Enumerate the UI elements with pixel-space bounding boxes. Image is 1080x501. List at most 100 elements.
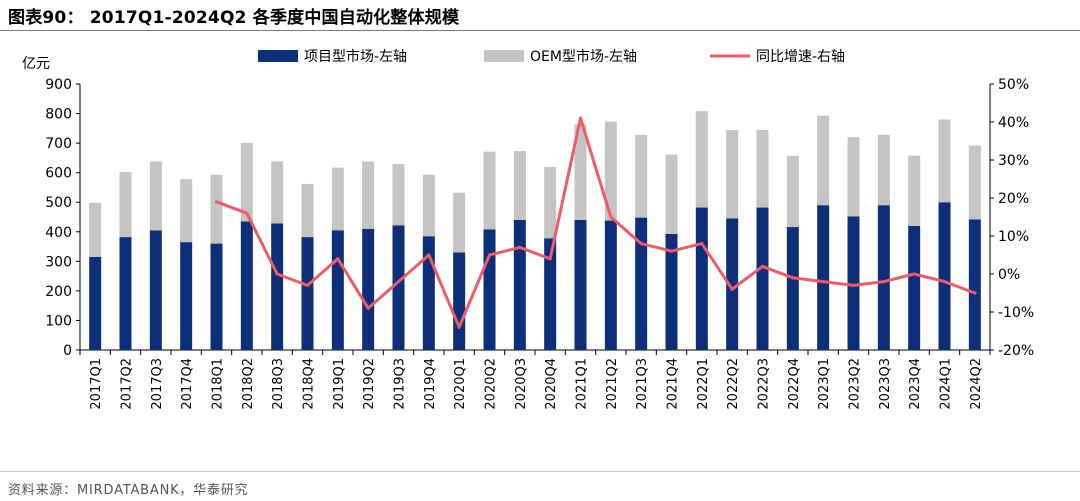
- x-tick-label: 2024Q1: [939, 358, 954, 410]
- y-axis-unit-label: 亿元: [22, 56, 50, 72]
- yoy-growth-point: [669, 249, 674, 253]
- bar-project-market: [695, 207, 708, 350]
- y-tick-label: 0: [63, 343, 72, 359]
- bar-project-market: [604, 220, 617, 350]
- x-tick-label: 2021Q2: [605, 358, 620, 410]
- bar-project-market: [392, 225, 405, 350]
- bar-project-market: [938, 202, 951, 350]
- bar-project-market: [89, 256, 102, 350]
- bar-project-market: [665, 233, 678, 350]
- bar-project-market: [271, 223, 284, 350]
- x-tick-label: 2022Q4: [787, 358, 802, 410]
- yoy-growth-point: [730, 287, 734, 291]
- x-tick-label: 2019Q1: [332, 358, 347, 410]
- y-axis-ticks: 0 100 200 300 400 500 600 700 800 900: [45, 77, 80, 359]
- bar-project-market: [422, 236, 435, 350]
- x-tick-label: 2017Q1: [89, 358, 104, 410]
- bar-oem-market: [149, 161, 162, 231]
- legend-swatch-project: [258, 50, 298, 62]
- x-tick-label: 2017Q4: [180, 358, 195, 410]
- bar-oem-market: [756, 129, 769, 208]
- x-tick-label: 2020Q2: [484, 358, 499, 410]
- bar-oem-market: [695, 111, 708, 208]
- x-tick-label: 2023Q2: [848, 358, 863, 410]
- y2-tick-label: 50%: [998, 77, 1029, 93]
- yoy-growth-point: [851, 283, 856, 287]
- yoy-growth-point: [548, 257, 552, 261]
- bar-project-market: [726, 218, 739, 350]
- bar-project-market: [908, 225, 921, 350]
- source-divider: [0, 471, 1080, 472]
- x-tick-label: 2022Q1: [696, 358, 711, 410]
- yoy-growth-point: [942, 280, 947, 284]
- bar-project-market: [574, 219, 587, 350]
- bar-oem-market: [665, 154, 678, 234]
- x-tick-label: 2022Q3: [757, 358, 772, 410]
- bar-oem-market: [89, 202, 102, 257]
- bar-oem-market: [422, 174, 435, 237]
- yoy-growth-point: [578, 116, 583, 120]
- x-tick-label: 2019Q4: [423, 358, 438, 410]
- yoy-growth-point: [457, 325, 461, 329]
- bar-oem-market: [968, 145, 981, 220]
- x-tick-label: 2018Q3: [271, 358, 286, 410]
- y2-tick-label: 0%: [998, 267, 1020, 283]
- yoy-growth-point: [700, 242, 704, 246]
- x-tick-label: 2023Q1: [817, 358, 832, 410]
- bar-project-market: [240, 221, 253, 350]
- title-divider: [0, 30, 1080, 31]
- yoy-growth-point: [912, 272, 916, 276]
- legend-label: 项目型市场-左轴: [304, 48, 407, 65]
- y-tick-label: 600: [45, 166, 72, 182]
- x-tick-label: 2020Q4: [544, 358, 559, 410]
- y2-axis-ticks: -20% -10% 0% 10% 20% 30% 40% 50%: [990, 77, 1034, 359]
- bar-project-market: [756, 207, 769, 350]
- bar-oem-market: [604, 121, 617, 221]
- bar-oem-market: [362, 161, 375, 229]
- x-tick-label: 2020Q3: [514, 358, 529, 410]
- bar-oem-market: [847, 137, 860, 217]
- x-tick-label: 2021Q3: [635, 358, 650, 410]
- x-tick-label: 2018Q2: [241, 358, 256, 410]
- bar-project-market: [331, 230, 344, 350]
- bar-oem-market: [877, 134, 890, 206]
- bar-oem-market: [726, 130, 739, 219]
- bar-oem-market: [180, 179, 193, 243]
- bar-project-market: [180, 242, 193, 350]
- y2-tick-label: 30%: [998, 153, 1029, 169]
- bar-project-market: [483, 229, 496, 350]
- y-tick-label: 900: [45, 77, 72, 93]
- bar-project-market: [786, 227, 799, 350]
- bar-oem-market: [908, 155, 921, 226]
- bar-project-market: [362, 228, 375, 350]
- bar-oem-market: [119, 172, 132, 238]
- bar-oem-market: [331, 167, 344, 231]
- line-series: [214, 116, 977, 329]
- yoy-growth-point: [275, 272, 279, 276]
- bar-project-market: [301, 237, 314, 350]
- x-tick-label: 2018Q1: [211, 358, 226, 410]
- bar-oem-market: [301, 183, 314, 238]
- yoy-growth-point: [214, 200, 219, 204]
- x-tick-label: 2017Q3: [150, 358, 165, 410]
- legend-label: 同比增速-右轴: [756, 49, 845, 65]
- y-tick-label: 100: [45, 313, 72, 329]
- chart-svg: 亿元 项目型市场-左轴 OEM型市场-左轴 同比增速-右轴 2017Q1 2017Q2…: [22, 48, 1034, 410]
- bar-project-market: [968, 219, 981, 350]
- x-tick-label: 2023Q4: [908, 358, 923, 410]
- y2-tick-label: -20%: [998, 343, 1034, 359]
- bar-project-market: [544, 238, 557, 350]
- yoy-growth-point: [882, 280, 886, 284]
- yoy-growth-line: [215, 116, 977, 329]
- bar-oem-market: [271, 161, 284, 224]
- x-tick-label: 2019Q2: [362, 358, 377, 410]
- legend: 项目型市场-左轴 OEM型市场-左轴 同比增速-右轴: [258, 48, 845, 65]
- yoy-growth-point: [791, 276, 795, 280]
- y-tick-label: 400: [45, 225, 72, 241]
- y2-tick-label: 40%: [998, 115, 1029, 131]
- y-tick-label: 300: [45, 254, 72, 270]
- bar-project-market: [817, 205, 830, 350]
- legend-label: OEM型市场-左轴: [530, 48, 637, 65]
- yoy-growth-point: [760, 264, 765, 268]
- x-tick-label: 2021Q4: [666, 358, 681, 410]
